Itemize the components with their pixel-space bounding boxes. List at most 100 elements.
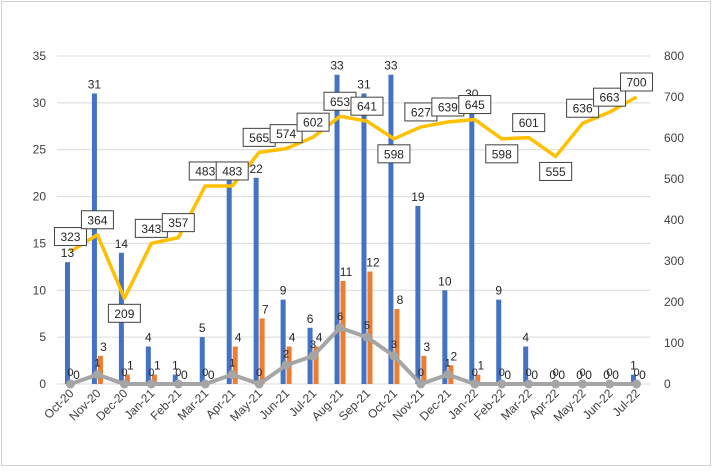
data-label-orange: 0 <box>504 368 511 382</box>
series-line-yellow <box>69 95 638 301</box>
data-label-gray: 6 <box>337 311 343 323</box>
marker-gray <box>551 379 561 389</box>
chart-frame: 0 5 10 15 20 25 30 35 0 100 200 300 400 500 600 700 800 1… <box>1 1 711 466</box>
data-label-gray: 0 <box>148 367 154 379</box>
bar-blue <box>91 93 97 384</box>
bar-blue <box>334 74 340 384</box>
data-label-blue: 31 <box>88 77 102 91</box>
bar-orange <box>367 271 373 384</box>
marker-gray <box>146 379 156 389</box>
data-label-yellow: 700 <box>627 76 647 90</box>
data-label-gray: 0 <box>121 367 127 379</box>
bar-blue <box>523 346 529 384</box>
data-label-yellow: 357 <box>168 216 188 230</box>
data-label-box-yellow <box>53 227 87 247</box>
data-label-yellow: 636 <box>573 102 593 116</box>
data-label-gray: 0 <box>580 367 586 379</box>
y-left-tick-label: 35 <box>33 49 47 63</box>
marker-gray <box>470 379 480 389</box>
data-label-orange: 0 <box>558 368 565 382</box>
data-label-gray: 1 <box>445 358 451 370</box>
x-tick-label: Jun-22 <box>580 386 616 422</box>
chart: 0510152025303501002003004005006007008001… <box>33 49 685 424</box>
y-left-tick-label: 5 <box>39 330 46 344</box>
bar-blue <box>64 262 70 384</box>
data-label-orange: 4 <box>289 331 296 345</box>
data-label-box-yellow <box>161 213 195 233</box>
data-label-gray: 0 <box>256 367 262 379</box>
data-label-orange: 0 <box>639 368 646 382</box>
bar-orange <box>97 355 103 384</box>
data-label-gray: 0 <box>202 367 208 379</box>
data-label-orange: 0 <box>531 368 538 382</box>
data-label-orange: 7 <box>262 302 269 316</box>
y-right-tick-label: 0 <box>664 377 671 391</box>
data-label-orange: 8 <box>397 293 404 307</box>
marker-gray <box>92 370 102 380</box>
data-label-gray: 0 <box>418 367 424 379</box>
data-label-orange: 1 <box>127 359 134 373</box>
data-label-gray: 0 <box>472 367 478 379</box>
data-label-yellow: 209 <box>114 307 134 321</box>
marker-gray <box>362 332 372 342</box>
data-label-box-yellow <box>215 161 249 181</box>
data-label-yellow: 639 <box>438 101 458 115</box>
data-label-blue: 6 <box>307 312 314 326</box>
data-label-blue: 1 <box>172 359 179 373</box>
bar-blue <box>415 205 421 384</box>
data-label-box-yellow <box>377 144 411 164</box>
data-label-blue: 4 <box>145 331 152 345</box>
data-label-yellow: 574 <box>276 127 296 141</box>
bar-orange <box>421 355 427 384</box>
data-label-blue: 0 <box>603 368 610 382</box>
data-label-gray: 0 <box>499 367 505 379</box>
data-label-blue: 9 <box>495 284 502 298</box>
data-label-blue: 4 <box>522 331 529 345</box>
data-label-gray: 3 <box>310 339 316 351</box>
y-left-tick-label: 25 <box>33 143 47 157</box>
data-label-box-yellow <box>107 303 141 323</box>
marker-gray <box>227 370 237 380</box>
data-label-blue: 33 <box>330 59 344 73</box>
data-label-orange: 12 <box>366 256 380 270</box>
data-label-yellow: 555 <box>546 165 566 179</box>
data-label-orange: 0 <box>181 368 188 382</box>
data-label-box-yellow <box>458 95 492 115</box>
data-label-orange: 3 <box>100 340 107 354</box>
marker-gray <box>308 351 318 361</box>
marker-gray <box>200 379 210 389</box>
marker-gray <box>632 379 642 389</box>
data-label-blue: 13 <box>61 246 75 260</box>
data-label-yellow: 323 <box>60 230 80 244</box>
y-left-tick-label: 15 <box>33 236 47 250</box>
marker-gray <box>416 379 426 389</box>
x-tick-label: Jul-22 <box>610 386 643 419</box>
data-label-orange: 3 <box>424 340 431 354</box>
data-label-blue: 14 <box>115 237 129 251</box>
y-right-tick-label: 300 <box>664 254 684 268</box>
marker-gray <box>605 379 615 389</box>
bar-blue <box>145 346 151 384</box>
data-label-yellow: 663 <box>600 91 620 105</box>
marker-gray <box>281 360 291 370</box>
data-label-box-yellow <box>269 124 303 144</box>
bar-orange <box>313 346 319 384</box>
data-label-blue: 9 <box>280 284 287 298</box>
bar-orange <box>340 280 346 384</box>
data-label-gray: 3 <box>391 339 397 351</box>
marker-gray <box>254 379 264 389</box>
bar-blue <box>172 374 178 384</box>
y-right-tick-label: 800 <box>664 49 684 63</box>
bar-blue <box>226 177 232 384</box>
y-left-tick-label: 20 <box>33 190 47 204</box>
marker-gray <box>173 379 183 389</box>
data-label-orange: 0 <box>73 368 80 382</box>
data-label-gray: 5 <box>364 320 370 332</box>
data-label-gray: 0 <box>633 367 639 379</box>
bar-blue <box>253 177 259 384</box>
series-line-gray <box>69 325 637 387</box>
data-label-blue: 0 <box>576 368 583 382</box>
bar-orange <box>259 318 265 384</box>
bar-orange <box>232 346 238 384</box>
marker-gray <box>119 379 129 389</box>
